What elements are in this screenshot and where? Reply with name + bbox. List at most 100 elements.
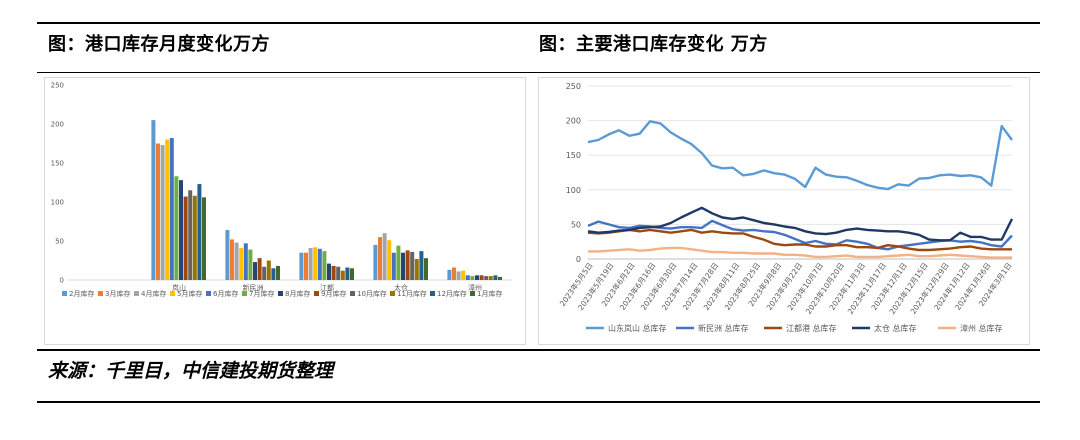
bar-2月库存-新民洲 [225,230,230,280]
bar-12月库存-岚山 [197,184,202,280]
series-line-漳州 总库存 [588,246,1012,259]
y-tick-label: 150 [51,160,64,168]
bar-7月库存-江都 [322,251,327,280]
legend-swatch-3月库存 [98,291,103,296]
bar-5月库存-漳州 [461,270,466,280]
legend-label: 7月库存 [249,289,274,298]
legend-swatch-9月库存 [314,291,319,296]
bar-7月库存-岚山 [174,176,179,280]
bar-11月库存-新民洲 [266,260,271,280]
legend-label: 新民洲 总库存 [698,323,749,333]
bar-3月库存-漳州 [452,267,456,280]
bar-8月库存-新民洲 [253,262,257,280]
legend-label: 8月库存 [285,289,310,298]
legend-swatch-1月库存 [470,291,475,296]
left-chart-title: 图：港口库存月度变化万方 [48,34,270,55]
y-tick-label: 250 [51,82,64,90]
legend-swatch-12月库存 [430,291,435,296]
legend-label: 5月库存 [177,289,202,298]
bar-6月库存-太仓 [391,252,396,280]
x-tick-label: 江都 [320,284,334,292]
bar-8月库存-漳州 [475,275,479,280]
bar-10月库存-江都 [336,266,341,280]
bar-2月库存-漳州 [447,269,452,280]
bar-2月库存-江都 [299,252,304,280]
bar-11月库存-漳州 [488,276,493,280]
bar-11月库存-岚山 [192,195,197,280]
bar-1月库存-新民洲 [276,265,280,280]
header-rule [37,72,1040,73]
bar-12月库存-漳州 [493,275,498,280]
bar-4月库存-江都 [308,248,313,280]
bar-9月库存-太仓 [405,250,410,280]
bar-8月库存-岚山 [179,180,183,280]
bar-12月库存-江都 [345,267,350,280]
legend-label: 1月库存 [477,289,502,298]
bar-3月库存-太仓 [378,237,382,280]
bar-12月库存-新民洲 [271,268,276,280]
legend-label: 9月库存 [321,289,346,298]
legend-label: 漳州 总库存 [960,323,1003,333]
y-tick-label: 100 [566,186,581,195]
y-tick-label: 50 [571,220,581,229]
source-note: 来源：千里目，中信建投期货整理 [48,360,334,382]
legend-label: 2月库存 [69,289,94,298]
bar-5月库存-太仓 [387,240,392,280]
bar-6月库存-江都 [317,248,322,280]
series-line-山东岚山 总库存 [587,120,1013,191]
legend-label: 12月库存 [437,289,467,298]
legend-label: 10月库存 [357,289,387,298]
legend-swatch-8月库存 [278,291,283,296]
legend-label: 4月库存 [141,289,166,298]
bar-3月库存-江都 [304,252,308,280]
footer-top-rule [37,349,1040,351]
bar-5月库存-江都 [313,247,318,280]
bar-11月库存-江都 [340,270,345,280]
bar-9月库存-漳州 [479,275,484,280]
bar-1月库存-漳州 [498,276,502,280]
y-tick-label: 50 [55,238,64,246]
bar-10月库存-新民洲 [262,266,267,280]
bar-6月库存-新民洲 [243,243,248,280]
bar-3月库存-岚山 [156,143,160,280]
bar-4月库存-太仓 [382,233,387,280]
bar-1月库存-江都 [350,268,354,280]
x-tick-label: 太仓 [394,283,408,292]
bar-4月库存-岚山 [160,145,165,280]
y-tick-label: 100 [51,199,64,207]
bar-11月库存-太仓 [414,258,419,280]
bar-5月库存-岚山 [165,139,170,280]
bottom-rule [37,401,1040,403]
legend-label: 11月库存 [397,289,427,298]
bar-2月库存-太仓 [373,244,378,280]
bar-12月库存-太仓 [419,251,424,280]
legend-label: 山东岚山 总库存 [608,323,667,333]
bar-7月库存-新民洲 [248,249,253,280]
bar-1月库存-太仓 [424,258,428,280]
bar-9月库存-岚山 [183,196,188,280]
legend-swatch-11月库存 [390,291,395,296]
legend-label: 6月库存 [213,289,238,298]
series-line-江都港 总库存 [587,228,1012,252]
bar-9月库存-江都 [331,265,336,280]
bar-8月库存-太仓 [401,252,405,280]
legend-label: 3月库存 [105,289,130,298]
legend-swatch-5月库存 [170,291,175,296]
bar-10月库存-岚山 [188,190,193,280]
bar-4月库存-新民洲 [234,242,239,280]
legend-swatch-4月库存 [134,291,139,296]
legend-label: 太仓 总库存 [874,323,917,333]
top-rule [37,22,1040,24]
legend-label: 江都港 总库存 [786,323,837,333]
bar-6月库存-漳州 [465,275,470,280]
y-tick-label: 0 [60,277,64,285]
y-tick-label: 200 [566,117,581,126]
legend-swatch-10月库存 [350,291,355,296]
bar-3月库存-新民洲 [230,239,234,280]
legend-swatch-2月库存 [62,291,67,296]
x-tick-label: 新民洲 [243,283,264,292]
bar-7月库存-漳州 [470,276,475,280]
monthly-inventory-bar-chart: 0 50 100 150 200 250 岚山 新民洲 江都 太仓 漳州 2月库存 3月库存 4月库存 5月… [44,77,526,345]
bar-10月库存-太仓 [410,251,415,280]
bar-5月库存-新民洲 [239,248,244,280]
